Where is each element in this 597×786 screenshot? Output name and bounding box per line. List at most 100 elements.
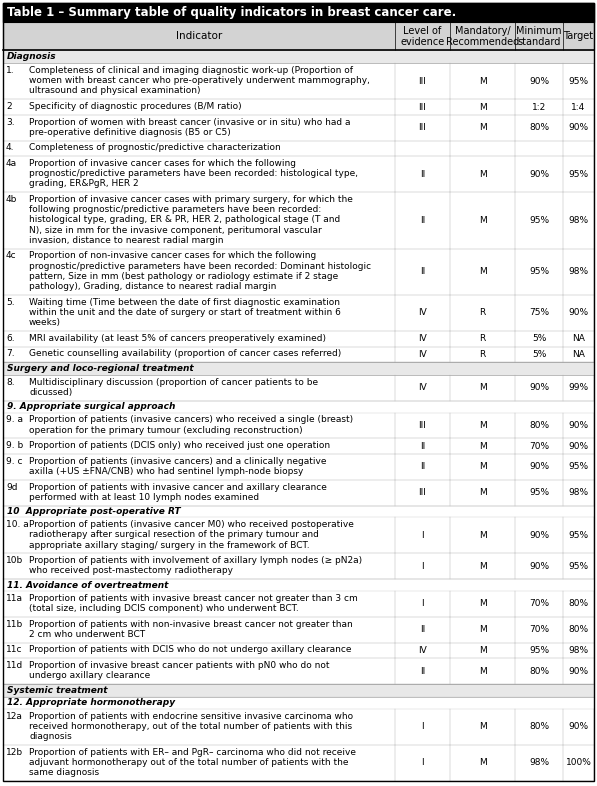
Text: I: I <box>421 758 424 767</box>
Text: radiotherapy after surgical resection of the primary tumour and: radiotherapy after surgical resection of… <box>29 531 319 539</box>
Text: 90%: 90% <box>529 562 549 571</box>
Bar <box>3 413 594 439</box>
Text: diagnosis: diagnosis <box>29 732 72 741</box>
Bar <box>3 347 594 362</box>
Bar <box>3 50 594 63</box>
Text: 90%: 90% <box>529 462 549 472</box>
Text: who received post-mastectomy radiotherapy: who received post-mastectomy radiotherap… <box>29 567 233 575</box>
Text: 10  Appropriate post-operative RT: 10 Appropriate post-operative RT <box>7 507 181 516</box>
Bar <box>3 22 594 50</box>
Text: M: M <box>479 421 487 430</box>
Bar <box>3 479 594 505</box>
Text: Level of
evidence: Level of evidence <box>401 25 445 47</box>
Bar <box>3 709 594 745</box>
Text: 4b: 4b <box>6 195 17 204</box>
Text: performed with at least 10 lymph nodes examined: performed with at least 10 lymph nodes e… <box>29 493 259 501</box>
Text: 1.: 1. <box>6 66 14 75</box>
Text: 10. a: 10. a <box>6 520 29 529</box>
Text: 80%: 80% <box>568 600 589 608</box>
Text: NA: NA <box>572 334 585 343</box>
Text: 12b: 12b <box>6 747 23 756</box>
Text: Surgery and loco-regional treatment: Surgery and loco-regional treatment <box>7 364 193 373</box>
Text: 90%: 90% <box>568 123 589 132</box>
Bar <box>3 439 594 454</box>
Text: prognostic/predictive parameters have been recorded: Dominant histologic: prognostic/predictive parameters have be… <box>29 262 371 270</box>
Text: IV: IV <box>418 646 427 655</box>
Text: 70%: 70% <box>529 600 549 608</box>
Text: 2: 2 <box>6 102 11 111</box>
Bar <box>3 517 594 553</box>
Text: grading, ER&PgR, HER 2: grading, ER&PgR, HER 2 <box>29 179 139 189</box>
Bar <box>3 697 594 709</box>
Text: 95%: 95% <box>568 170 589 178</box>
Text: 4.: 4. <box>6 143 14 152</box>
Bar <box>3 591 594 617</box>
Text: 5%: 5% <box>532 334 546 343</box>
Text: M: M <box>479 384 487 392</box>
Text: II: II <box>420 216 425 225</box>
Text: 90%: 90% <box>568 308 589 318</box>
Text: Proportion of patients (DCIS only) who received just one operation: Proportion of patients (DCIS only) who r… <box>29 441 330 450</box>
Text: Indicator: Indicator <box>176 31 222 42</box>
Text: R: R <box>479 334 485 343</box>
Text: III: III <box>418 421 426 430</box>
Text: (total size, including DCIS component) who underwent BCT.: (total size, including DCIS component) w… <box>29 604 298 613</box>
Text: 9d: 9d <box>6 483 17 491</box>
Text: 80%: 80% <box>529 421 549 430</box>
Text: 95%: 95% <box>568 462 589 472</box>
Text: 90%: 90% <box>568 421 589 430</box>
Text: 98%: 98% <box>529 758 549 767</box>
Bar <box>3 617 594 643</box>
Text: Proportion of patients (invasive cancer M0) who received postoperative: Proportion of patients (invasive cancer … <box>29 520 354 529</box>
Text: within the unit and the date of surgery or start of treatment within 6: within the unit and the date of surgery … <box>29 308 341 317</box>
Text: pattern, Size in mm (best pathology or radiology estimate if 2 stage: pattern, Size in mm (best pathology or r… <box>29 272 338 281</box>
Text: weeks): weeks) <box>29 318 61 327</box>
Bar <box>3 362 594 375</box>
Text: Waiting time (Time between the date of first diagnostic examination: Waiting time (Time between the date of f… <box>29 298 340 307</box>
Text: 95%: 95% <box>529 488 549 498</box>
Text: II: II <box>420 267 425 277</box>
Text: 11b: 11b <box>6 619 23 629</box>
Text: 95%: 95% <box>529 646 549 655</box>
Text: 90%: 90% <box>529 170 549 178</box>
Text: Minimum
standard: Minimum standard <box>516 25 562 47</box>
Text: 75%: 75% <box>529 308 549 318</box>
Text: 95%: 95% <box>568 77 589 86</box>
Text: Proportion of patients with ER– and PgR– carcinoma who did not receive: Proportion of patients with ER– and PgR–… <box>29 747 356 756</box>
Text: Table 1 – Summary table of quality indicators in breast cancer care.: Table 1 – Summary table of quality indic… <box>7 6 456 19</box>
Text: Proportion of non-invasive cancer cases for which the following: Proportion of non-invasive cancer cases … <box>29 252 316 260</box>
Text: undergo axillary clearance: undergo axillary clearance <box>29 671 150 680</box>
Text: pathology), Grading, distance to nearest radial margin: pathology), Grading, distance to nearest… <box>29 282 276 291</box>
Bar <box>3 684 594 697</box>
Text: invasion, distance to nearest radial margin: invasion, distance to nearest radial mar… <box>29 236 223 244</box>
Text: same diagnosis: same diagnosis <box>29 768 99 777</box>
Text: 98%: 98% <box>568 488 589 498</box>
Bar <box>3 156 594 193</box>
Text: II: II <box>420 442 425 450</box>
Text: 95%: 95% <box>568 531 589 540</box>
Text: III: III <box>418 77 426 86</box>
Text: 99%: 99% <box>568 384 589 392</box>
Text: II: II <box>420 462 425 472</box>
Text: 90%: 90% <box>529 531 549 540</box>
Bar <box>3 745 594 780</box>
Bar <box>3 553 594 579</box>
Bar <box>3 193 594 248</box>
Text: Genetic counselling availability (proportion of cancer cases referred): Genetic counselling availability (propor… <box>29 349 341 358</box>
Bar <box>3 295 594 331</box>
Text: MRI availability (at least 5% of cancers preoperatively examined): MRI availability (at least 5% of cancers… <box>29 333 326 343</box>
Text: appropriate axillary staging/ surgery in the framework of BCT.: appropriate axillary staging/ surgery in… <box>29 541 310 549</box>
Bar <box>3 141 594 156</box>
Text: M: M <box>479 102 487 112</box>
Text: Systemic treatment: Systemic treatment <box>7 686 107 695</box>
Text: 7.: 7. <box>6 349 14 358</box>
Text: 90%: 90% <box>529 77 549 86</box>
Bar <box>3 63 594 99</box>
Text: Target: Target <box>564 31 593 42</box>
Bar <box>3 248 594 295</box>
Text: M: M <box>479 667 487 676</box>
Text: 5%: 5% <box>532 350 546 358</box>
Text: III: III <box>418 123 426 132</box>
Text: Completeness of clinical and imaging diagnostic work-up (Proportion of: Completeness of clinical and imaging dia… <box>29 66 353 75</box>
Text: 80%: 80% <box>529 722 549 731</box>
